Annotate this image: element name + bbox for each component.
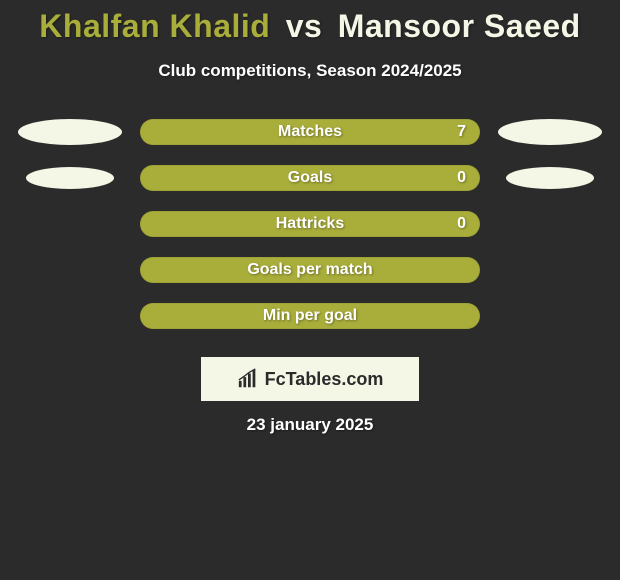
branding-text: FcTables.com [265,369,384,390]
stat-bar-fill: Matches 7 [140,119,480,145]
stat-bar-fill: Goals per match [140,257,480,283]
page-title: Khalfan Khalid vs Mansoor Saeed [0,8,620,45]
stat-row: Goals per match [0,247,620,293]
bar-chart-icon [237,368,259,390]
stat-row: Hattricks 0 [0,201,620,247]
stat-bar: Matches 7 [140,117,480,147]
stat-label: Goals [288,169,332,187]
stat-value: 0 [457,169,466,187]
stat-label: Hattricks [276,215,344,233]
stat-bar: Goals 0 [140,163,480,193]
stat-bar-fill: Hattricks 0 [140,211,480,237]
stat-row: Goals 0 [0,155,620,201]
right-ellipse [506,167,594,189]
branding-box: FcTables.com [201,357,419,401]
stat-label: Matches [278,123,342,141]
title-vs: vs [286,8,323,44]
stat-bar: Min per goal [140,301,480,331]
infographic-container: Khalfan Khalid vs Mansoor Saeed Club com… [0,0,620,580]
date-label: 23 january 2025 [0,415,620,435]
subtitle: Club competitions, Season 2024/2025 [0,61,620,81]
left-ellipse [26,167,114,189]
stat-row: Min per goal [0,293,620,339]
stat-bar: Hattricks 0 [140,209,480,239]
right-ellipse [498,119,602,145]
stat-row: Matches 7 [0,109,620,155]
title-player1: Khalfan Khalid [39,8,270,44]
stat-value: 0 [457,215,466,233]
stat-label: Goals per match [247,261,372,279]
left-ellipse [18,119,122,145]
stat-bar-fill: Min per goal [140,303,480,329]
stat-value: 7 [457,123,466,141]
stat-label: Min per goal [263,307,357,325]
stat-bar-fill: Goals 0 [140,165,480,191]
title-player2: Mansoor Saeed [338,8,581,44]
stats-rows: Matches 7 Goals 0 Hattricks 0 [0,109,620,339]
stat-bar: Goals per match [140,255,480,285]
